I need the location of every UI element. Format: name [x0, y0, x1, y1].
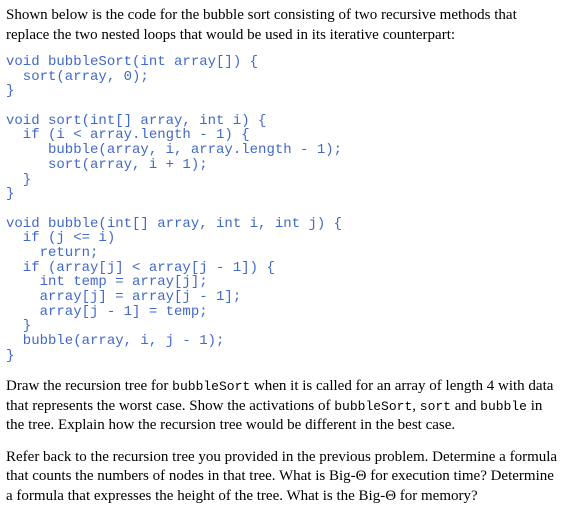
q1-code-2: bubbleSort	[334, 399, 412, 414]
q1-code-4: bubble	[480, 399, 527, 414]
q1-text-4: and	[451, 398, 480, 414]
q1-code-1: bubbleSort	[172, 379, 250, 394]
question-2: Refer back to the recursion tree you pro…	[6, 448, 562, 507]
intro-paragraph: Shown below is the code for the bubble s…	[6, 6, 562, 45]
q1-text-1: Draw the recursion tree for	[6, 378, 172, 394]
q1-text-3: ,	[412, 398, 420, 414]
code-block: void bubbleSort(int array[]) { sort(arra…	[6, 55, 562, 363]
question-1: Draw the recursion tree for bubbleSort w…	[6, 377, 562, 436]
q1-code-3: sort	[420, 399, 451, 414]
